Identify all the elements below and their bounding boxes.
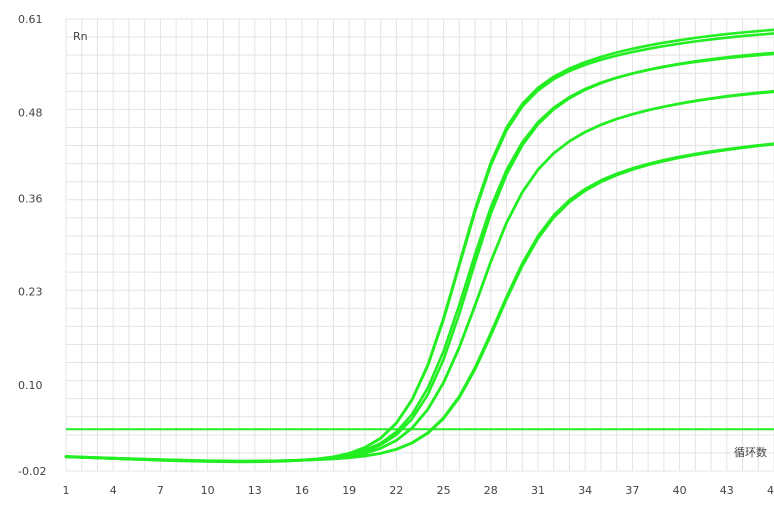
x-tick-label: 25 [437, 484, 451, 497]
x-tick-label: 16 [295, 484, 309, 497]
x-tick-label: 19 [342, 484, 356, 497]
y-tick-label: 0.10 [18, 379, 43, 392]
x-tick-label: 13 [248, 484, 262, 497]
x-axis-label: 循环数 [734, 446, 767, 459]
tick-labels: 1 4 7 10 13 16 19 22 25 28 31 34 37 40 43 46 0.61 0.48 0.3… [18, 13, 774, 497]
y-tick-label: 0.23 [18, 286, 43, 299]
x-tick-label: 7 [157, 484, 164, 497]
x-tick-label: 28 [484, 484, 498, 497]
y-tick-label: 0.48 [18, 106, 43, 119]
grid [65, 18, 774, 472]
y-tick-label: 0.61 [18, 13, 43, 26]
x-tick-label: 34 [578, 484, 592, 497]
x-tick-label: 40 [673, 484, 687, 497]
x-tick-label: 43 [720, 484, 734, 497]
x-tick-label: 4 [110, 484, 117, 497]
x-tick-label: 46 [767, 484, 774, 497]
x-tick-label: 37 [625, 484, 639, 497]
x-tick-label: 1 [63, 484, 70, 497]
y-tick-label: -0.02 [18, 465, 46, 478]
y-axis-label: Rn [73, 30, 88, 43]
x-tick-label: 10 [201, 484, 215, 497]
x-tick-label: 22 [389, 484, 403, 497]
x-tick-label: 31 [531, 484, 545, 497]
y-tick-label: 0.36 [18, 192, 43, 205]
amplification-curve-8[interactable] [64, 142, 774, 463]
series-group [64, 28, 774, 464]
plot-area [66, 19, 774, 471]
